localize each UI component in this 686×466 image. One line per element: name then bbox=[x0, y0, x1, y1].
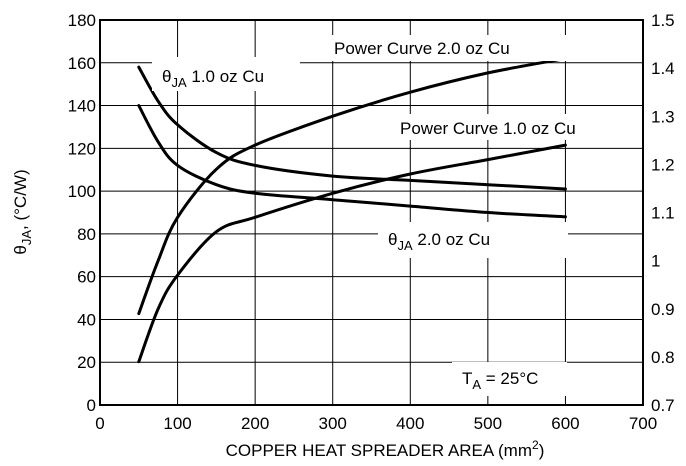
y-axis-title-left: θJA, (°C/W) bbox=[11, 169, 34, 254]
y-left-tick-label: 180 bbox=[68, 11, 96, 30]
y-right-tick-label: 0.9 bbox=[651, 300, 675, 319]
series-lines bbox=[137, 57, 567, 364]
y-right-tick-label: 1.3 bbox=[651, 107, 675, 126]
label-bg-theta-2oz bbox=[378, 222, 568, 258]
y-right-tick-label: 1.5 bbox=[651, 11, 675, 30]
y-right-tick-label: 1 bbox=[651, 252, 660, 271]
label-bg-theta-1oz bbox=[152, 57, 300, 91]
y-right-tick-label: 1.1 bbox=[651, 204, 675, 223]
y-left-tick-label: 20 bbox=[77, 353, 96, 372]
y-left-tick-label: 160 bbox=[68, 54, 96, 73]
x-tick-label: 500 bbox=[474, 414, 502, 433]
x-tick-label: 100 bbox=[163, 414, 191, 433]
label-bg-power-2oz bbox=[330, 35, 568, 61]
x-tick-label: 200 bbox=[241, 414, 269, 433]
y-right-tick-label: 1.4 bbox=[651, 59, 675, 78]
annotation-theta-2oz: θJA 2.0 oz Cu bbox=[388, 230, 490, 253]
y-right-tick-label: 0.7 bbox=[651, 396, 675, 415]
x-axis-title: COPPER HEAT SPREADER AREA (mm2) bbox=[226, 438, 545, 460]
x-tick-label: 300 bbox=[319, 414, 347, 433]
series-line bbox=[137, 143, 567, 364]
y-left-tick-label: 60 bbox=[77, 268, 96, 287]
tick-labels: 0 100 200 300 400 500 600 700 0 20 40 60 80 100 120 140… bbox=[68, 11, 675, 433]
x-tick-label: 0 bbox=[95, 414, 104, 433]
y-right-tick-label: 0.8 bbox=[651, 348, 675, 367]
label-bg-power-1oz bbox=[395, 114, 625, 140]
y-left-tick-label: 40 bbox=[77, 310, 96, 329]
plot-frame bbox=[99, 19, 644, 406]
y-left-tick-label: 80 bbox=[77, 225, 96, 244]
y-left-tick-label: 120 bbox=[68, 139, 96, 158]
series-line bbox=[137, 57, 567, 316]
label-bg-ta bbox=[452, 362, 567, 396]
annotation-power-2oz: Power Curve 2.0 oz Cu bbox=[334, 39, 510, 58]
annotation-power-1oz: Power Curve 1.0 oz Cu bbox=[400, 119, 576, 138]
y-right-tick-label: 1.2 bbox=[651, 155, 675, 174]
series-line bbox=[137, 104, 567, 219]
x-tick-label: 700 bbox=[629, 414, 657, 433]
x-tick-label: 600 bbox=[551, 414, 579, 433]
x-tick-label: 400 bbox=[396, 414, 424, 433]
series-line bbox=[137, 65, 567, 191]
y-left-tick-label: 140 bbox=[68, 97, 96, 116]
y-left-tick-label: 100 bbox=[68, 182, 96, 201]
annotation-ambient-temp: TA = 25°C bbox=[462, 369, 538, 392]
y-left-tick-label: 0 bbox=[87, 396, 96, 415]
annotation-theta-1oz: θJA 1.0 oz Cu bbox=[162, 67, 264, 90]
